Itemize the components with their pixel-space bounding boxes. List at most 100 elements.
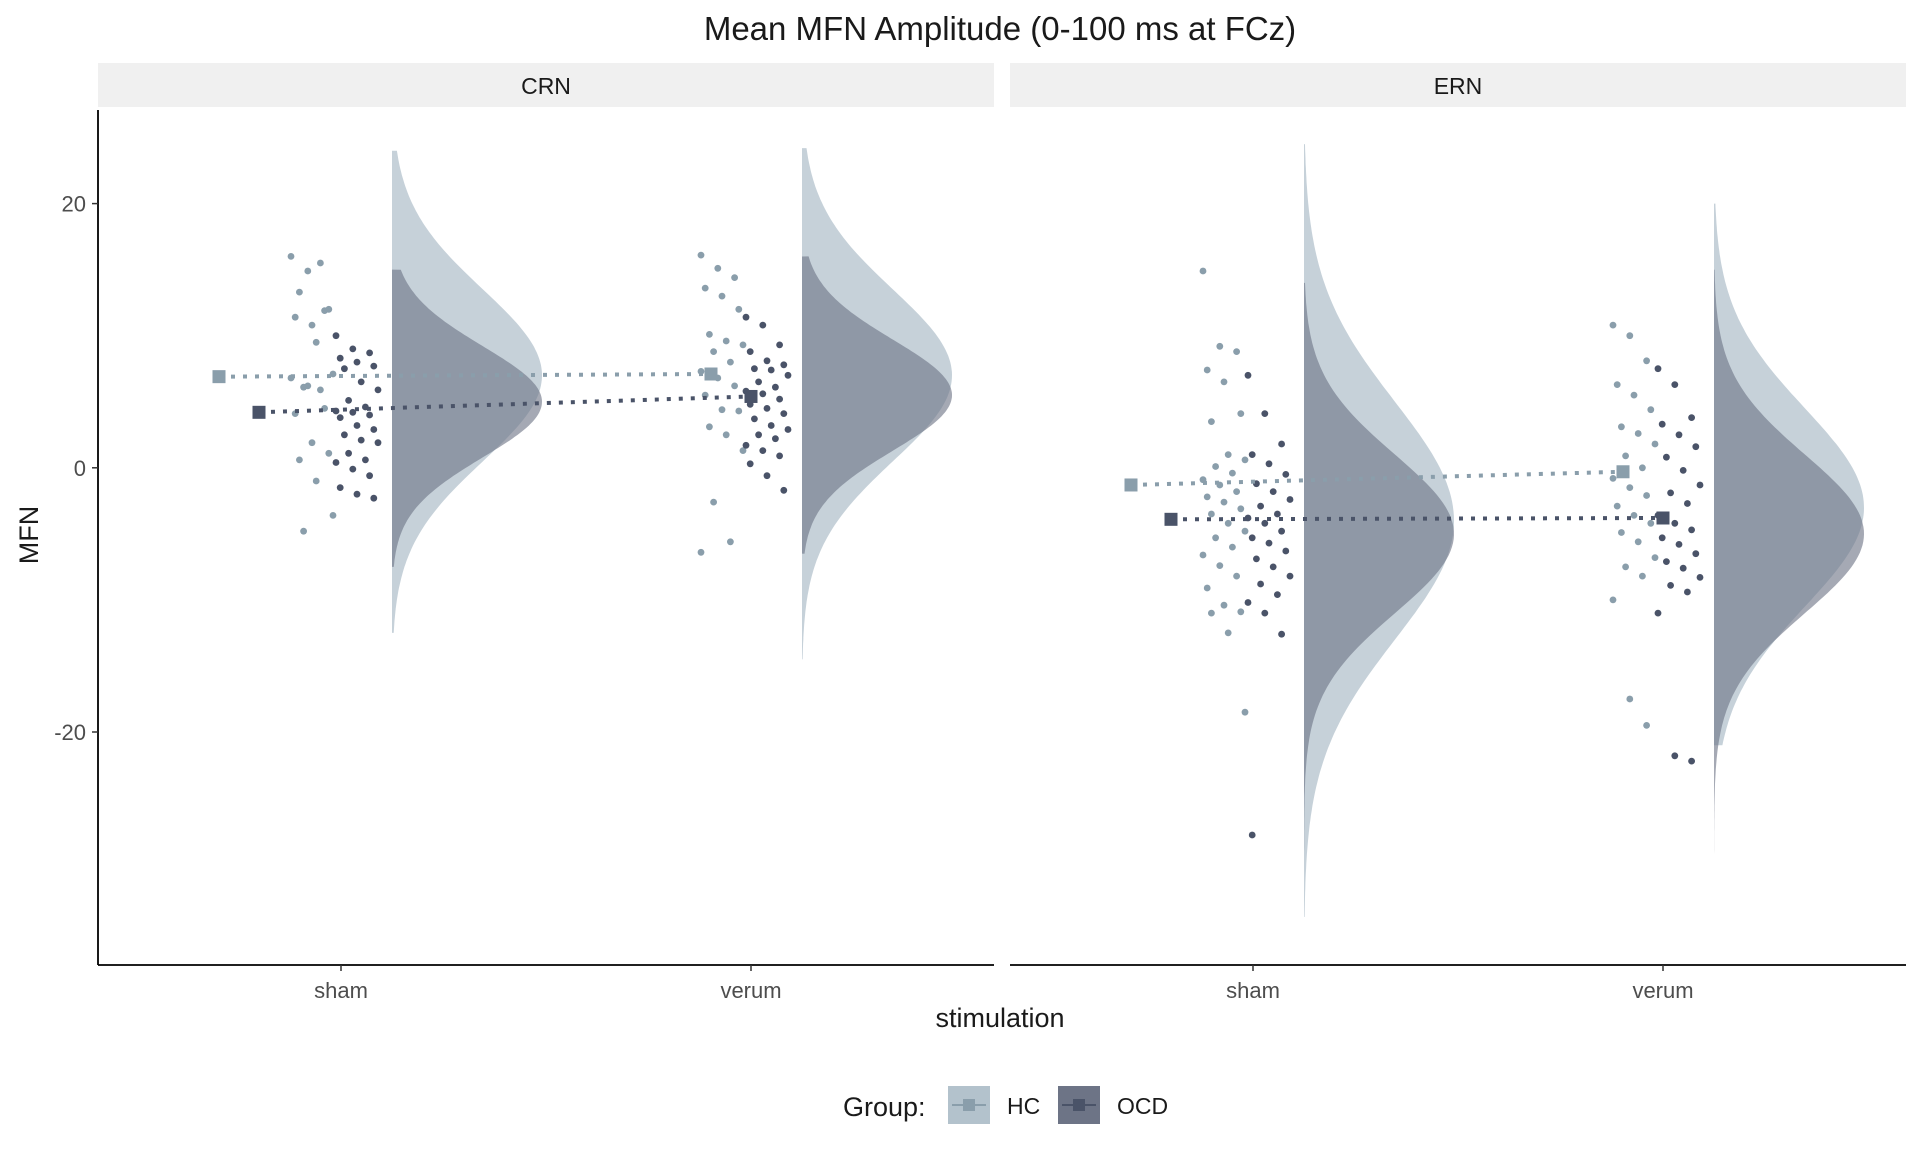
data-point-ocd <box>751 365 758 373</box>
data-point-ocd <box>357 378 365 386</box>
data-point-hc <box>710 348 717 355</box>
data-point-ocd <box>751 415 758 423</box>
data-point-ocd <box>1667 582 1674 589</box>
mean-marker-hc <box>1124 478 1138 492</box>
density-ocd-sham <box>392 269 542 567</box>
data-point-ocd <box>1684 500 1691 507</box>
data-point-hc <box>1224 629 1232 637</box>
panel-strip <box>98 63 994 107</box>
data-point-hc <box>1643 492 1650 499</box>
data-point-ocd <box>776 395 783 403</box>
data-point-ocd <box>1244 371 1252 379</box>
data-point-hc <box>296 456 303 464</box>
data-point-hc <box>722 431 730 439</box>
data-point-hc <box>727 358 734 366</box>
mean-marker-ocd <box>744 389 758 403</box>
data-point-ocd <box>1269 563 1277 571</box>
data-point-ocd <box>1269 488 1277 495</box>
data-point-ocd <box>759 390 767 398</box>
data-point-ocd <box>332 332 340 340</box>
data-point-hc <box>304 267 312 275</box>
panel-crn: CRN 20 0 -20 sham verum <box>54 63 994 1003</box>
data-point-hc <box>1626 484 1634 491</box>
data-point-ocd <box>742 313 750 321</box>
panel-strip-label: ERN <box>1434 73 1483 99</box>
data-point-hc <box>1241 456 1249 464</box>
data-point-ocd <box>362 456 369 464</box>
data-point-ocd <box>1671 752 1679 760</box>
data-point-ocd <box>780 361 788 369</box>
y-axis-title: MFN <box>14 506 44 564</box>
data-point-hc <box>1613 502 1621 510</box>
data-point-ocd <box>336 414 344 421</box>
data-point-hc <box>1220 601 1228 609</box>
data-point-hc <box>697 251 705 259</box>
data-point-hc <box>1203 493 1211 501</box>
density-ocd-verum <box>1714 269 1864 858</box>
data-point-hc <box>1634 430 1642 437</box>
data-point-hc <box>710 498 717 506</box>
data-point-ocd <box>374 386 382 394</box>
data-point-hc <box>735 407 743 415</box>
data-point-ocd <box>742 441 750 449</box>
panel-ern: ERN sham verum <box>1010 63 1906 1003</box>
data-point-ocd <box>1261 609 1269 617</box>
data-point-hc <box>317 259 324 267</box>
data-point-hc <box>1233 572 1240 580</box>
data-point-ocd <box>776 341 783 349</box>
x-tick-label: sham <box>314 978 368 1003</box>
data-point-hc <box>312 477 320 485</box>
data-point-ocd <box>784 426 792 433</box>
data-point-ocd <box>772 435 779 443</box>
data-point-hc <box>1233 488 1240 495</box>
data-point-hc <box>1241 708 1249 716</box>
data-point-ocd <box>1654 365 1662 373</box>
panel-strip <box>1010 63 1906 107</box>
data-point-hc <box>739 341 747 349</box>
mean-line-ocd <box>258 394 752 415</box>
legend-label: HC <box>1007 1093 1040 1119</box>
data-point-ocd <box>1658 534 1666 542</box>
data-point-hc <box>1241 527 1249 535</box>
data-point-hc <box>697 548 705 556</box>
legend: Group: HC OCD <box>843 1086 1168 1124</box>
data-point-ocd <box>780 486 788 494</box>
data-point-ocd <box>345 397 352 404</box>
data-point-hc <box>317 386 324 394</box>
data-point-hc <box>1639 572 1646 580</box>
data-point-ocd <box>1684 588 1691 596</box>
data-point-ocd <box>345 449 352 457</box>
data-point-hc <box>1651 440 1659 448</box>
data-point-hc <box>325 305 333 313</box>
data-point-hc <box>1216 342 1224 350</box>
data-point-ocd <box>784 371 792 379</box>
data-point-ocd <box>374 439 382 447</box>
data-point-ocd <box>746 348 754 355</box>
mean-marker-ocd <box>1164 512 1178 526</box>
data-point-ocd <box>353 422 361 429</box>
data-point-ocd <box>1261 410 1269 417</box>
data-point-ocd <box>349 408 357 416</box>
mean-marker-ocd <box>252 405 266 419</box>
data-point-hc <box>701 284 709 292</box>
data-point-ocd <box>776 452 783 460</box>
data-point-ocd <box>332 459 340 466</box>
x-tick-label: sham <box>1226 978 1280 1003</box>
y-tick-label: -20 <box>54 720 86 745</box>
data-point-ocd <box>370 426 378 433</box>
data-point-hc <box>296 288 303 296</box>
data-point-ocd <box>1692 550 1700 558</box>
data-point-hc <box>1233 348 1240 355</box>
data-point-hc <box>722 337 730 345</box>
mean-line-ocd <box>1170 515 1664 522</box>
data-point-ocd <box>1286 496 1294 503</box>
data-point-hc <box>1224 451 1232 458</box>
mean-marker-hc <box>704 367 718 381</box>
data-point-ocd <box>336 484 344 491</box>
data-point-hc <box>1643 357 1650 365</box>
data-point-ocd <box>763 357 771 365</box>
data-point-hc <box>1199 551 1207 559</box>
data-point-ocd <box>357 436 365 444</box>
data-point-ocd <box>1688 757 1695 765</box>
data-point-hc <box>308 321 316 329</box>
